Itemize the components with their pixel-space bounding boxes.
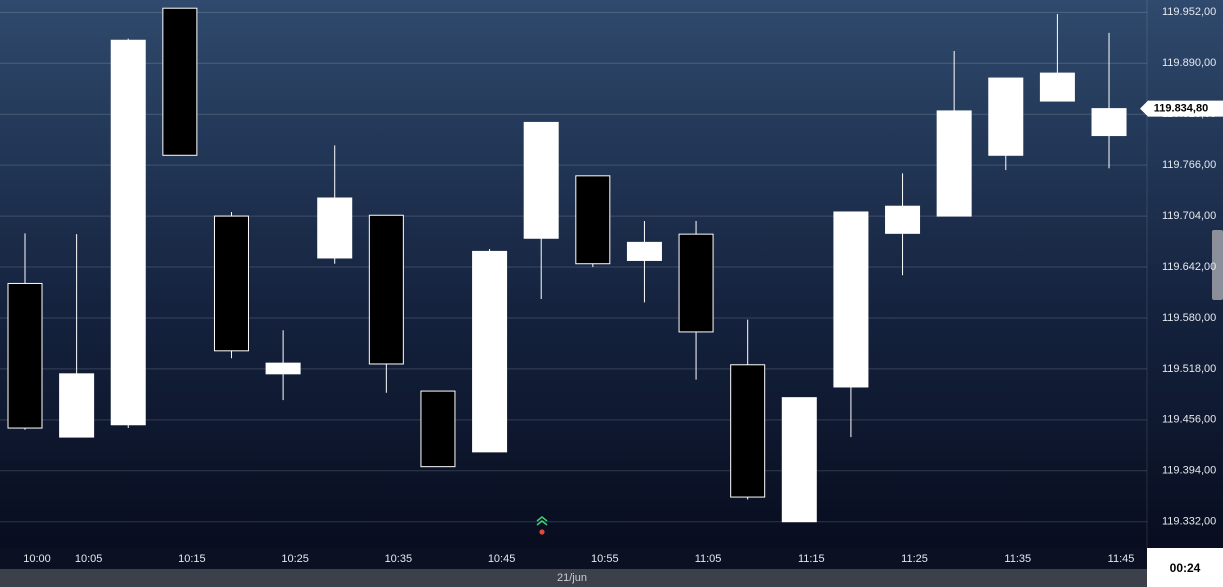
candle-body [833,211,869,388]
candle-body [162,7,198,156]
y-tick-label: 119.456,00 [1162,414,1216,426]
candle-body [420,390,456,468]
candle-body [988,77,1024,156]
x-tick-label: 10:05 [75,553,103,565]
candle-body [110,39,146,426]
scroll-handle[interactable] [1212,230,1223,300]
candle-body [885,205,921,234]
x-tick-label: 11:45 [1108,553,1135,565]
candle-body [678,233,714,333]
timer-box [1147,548,1223,587]
y-tick-label: 119.642,00 [1162,261,1216,273]
candle-body [626,241,662,261]
candle-body [523,121,559,239]
candle-body [7,282,43,429]
signal-arrow [536,520,548,526]
y-tick-label: 119.518,00 [1162,363,1216,375]
last-price-tag [1140,100,1223,117]
candle-body [781,397,817,523]
candle-body [472,250,508,453]
signal-dot [539,529,545,535]
candle-body [1091,108,1127,137]
last-price-label: 119.834,80 [1154,103,1208,115]
candle-body [213,215,249,352]
x-tick-label: 11:05 [695,553,722,565]
y-tick-label: 119.394,00 [1162,465,1216,477]
x-tick-label: 10:35 [385,553,413,565]
x-tick-label: 11:25 [901,553,928,565]
timer: 00:24 [1170,561,1201,575]
y-tick-label: 119.332,00 [1162,516,1216,528]
x-tick-label: 10:15 [178,553,206,565]
y-tick-label: 119.580,00 [1162,312,1216,324]
date-label: 21/jun [557,572,587,584]
y-tick-label: 119.890,00 [1162,57,1216,69]
x-tick-label: 10:45 [488,553,516,565]
candle-body [265,362,301,375]
time-axis [0,548,1147,569]
candle-body [368,214,404,365]
x-tick-label: 10:00 [23,553,51,565]
candle-body [730,364,766,498]
x-tick-label: 11:15 [798,553,825,565]
signal-arrow [536,516,548,522]
candle-body [317,197,353,259]
candle-body [59,373,95,438]
x-tick-label: 10:25 [281,553,309,565]
y-tick-label: 119.952,00 [1162,6,1216,18]
y-tick-label: 119.704,00 [1162,210,1216,222]
x-tick-label: 10:55 [591,553,619,565]
x-tick-label: 11:35 [1004,553,1031,565]
scrollbar[interactable] [0,569,1147,587]
candle-body [575,175,611,265]
candle-body [1039,72,1075,102]
candle-body [936,110,972,217]
y-tick-label: 119.766,00 [1162,159,1216,171]
